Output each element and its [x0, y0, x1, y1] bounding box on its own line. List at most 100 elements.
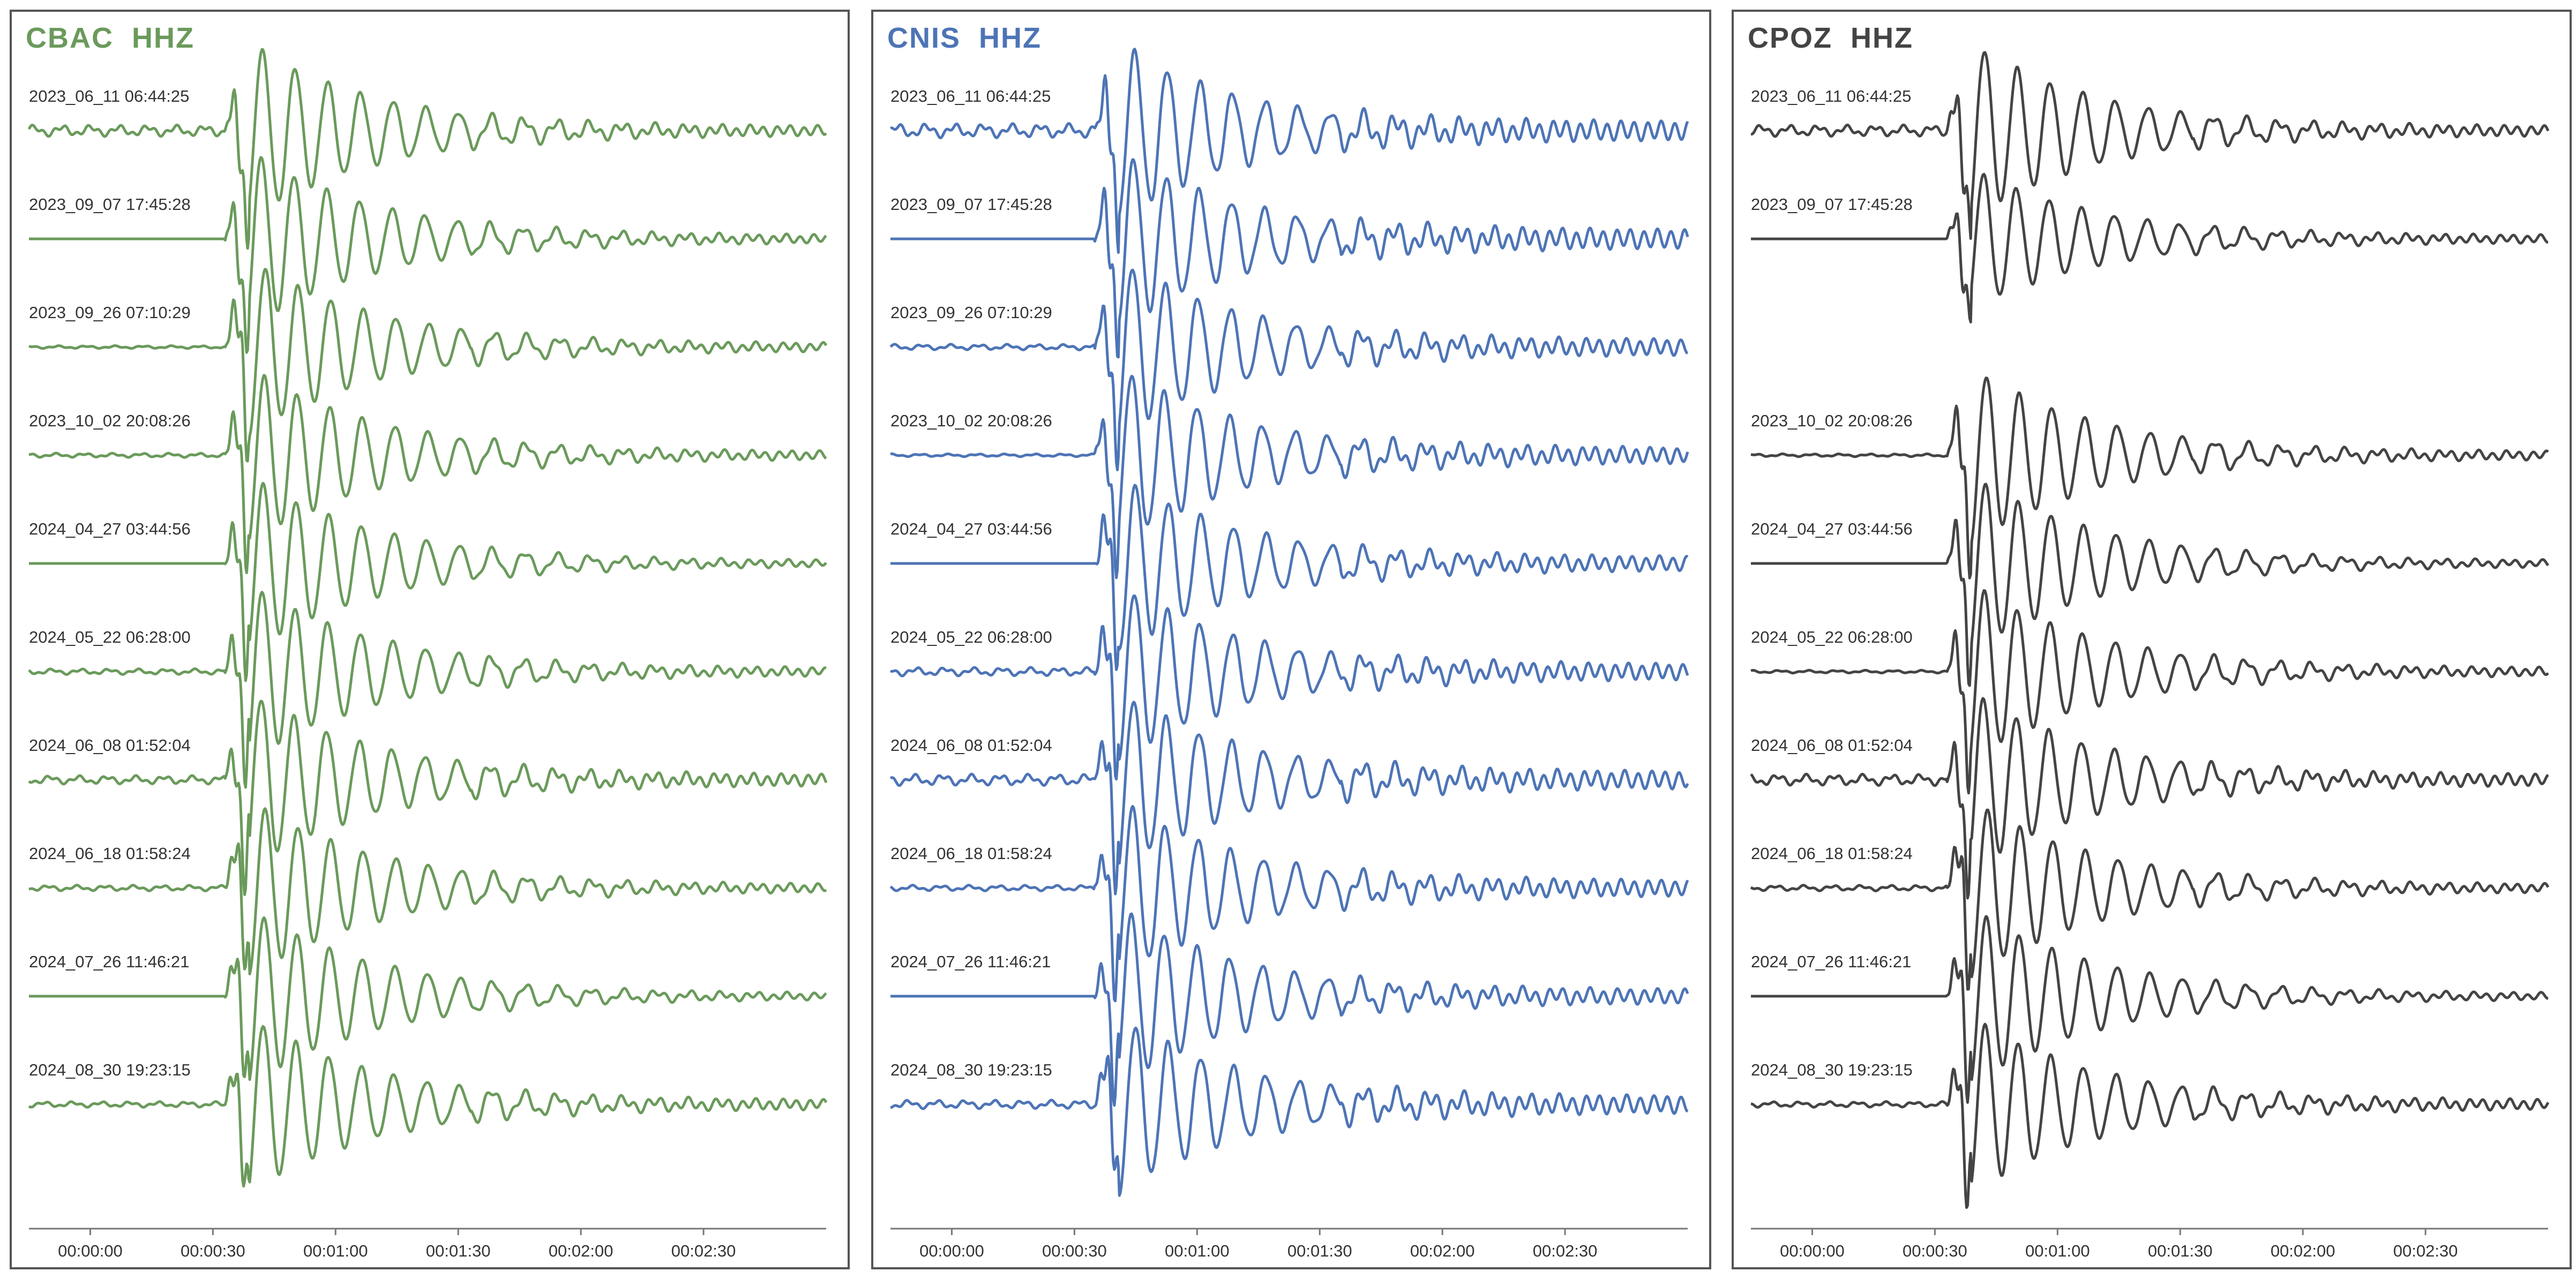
seismogram-line: [1750, 377, 2549, 580]
trace: 2024_04_27 03:44:56: [890, 484, 1689, 671]
trace-label: 2024_07_26 11:46:21: [29, 952, 189, 971]
trace: 2024_06_18 01:58:24: [28, 807, 827, 975]
x-tick-label: 00:01:30: [426, 1242, 491, 1260]
trace: 2023_09_07 17:45:28: [890, 158, 1689, 359]
trace: 2023_06_11 06:44:25: [890, 48, 1689, 254]
seismogram-line: [890, 158, 1689, 359]
seismogram-line: [28, 156, 827, 354]
trace-label: 2024_04_27 03:44:56: [890, 520, 1052, 538]
trace: 2024_04_27 03:44:56: [28, 481, 827, 682]
x-tick-label: 00:01:00: [1165, 1242, 1230, 1260]
seismogram-line: [28, 591, 827, 789]
trace: 2024_04_27 03:44:56: [1750, 483, 2549, 687]
seismogram-line: [28, 481, 827, 682]
trace-label: 2023_06_11 06:44:25: [1751, 87, 1911, 106]
seismogram-line: [890, 374, 1689, 580]
trace: 2024_06_18 01:58:24: [1750, 808, 2550, 991]
trace: 2023_09_07 17:45:28: [1750, 172, 2549, 323]
seismogram-line: [890, 484, 1689, 671]
x-tick-label: 00:02:30: [1533, 1242, 1598, 1260]
trace: 2024_06_08 01:52:04: [889, 701, 1689, 896]
trace: 2023_10_02 20:08:26: [1750, 377, 2549, 580]
trace: 2024_05_22 06:28:00: [28, 591, 827, 789]
x-tick-label: 00:00:00: [919, 1242, 984, 1260]
seismogram-line: [28, 1025, 828, 1188]
trace-label: 2023_10_02 20:08:26: [1751, 411, 1913, 430]
trace-label: 2023_06_11 06:44:25: [29, 87, 189, 106]
x-tick-label: 00:00:30: [181, 1242, 245, 1260]
x-tick-label: 00:00:00: [58, 1242, 123, 1260]
seismogram-line: [1750, 172, 2549, 323]
trace-label: 2023_09_07 17:45:28: [890, 195, 1052, 214]
trace-label: 2024_06_08 01:52:04: [29, 736, 191, 755]
trace-label: 2024_08_30 19:23:15: [1751, 1060, 1913, 1079]
seismogram-line: [1750, 808, 2550, 991]
trace-label: 2024_06_18 01:58:24: [29, 844, 191, 863]
trace-label: 2023_09_07 17:45:28: [1751, 195, 1913, 214]
waveform-plot: 2023_06_11 06:44:25 2023_09_07 17:45:28 20…: [1750, 51, 2550, 1260]
panel-title: CNIS HHZ: [887, 22, 1042, 54]
trace: 2024_05_22 06:28:00: [1750, 589, 2549, 795]
seismogram-line: [1750, 51, 2550, 240]
trace-label: 2023_06_11 06:44:25: [890, 87, 1051, 106]
trace: 2024_05_22 06:28:00: [890, 595, 1689, 781]
waveform-plot: 2023_06_11 06:44:25 2023_09_07 17:45:28 20…: [889, 48, 1689, 1260]
x-tick-label: 00:01:00: [303, 1242, 368, 1260]
seismogram-line: [889, 804, 1689, 1003]
x-tick-label: 00:02:30: [2393, 1242, 2458, 1260]
trace: 2024_07_26 11:46:21: [1750, 915, 2549, 1104]
x-tick-label: 00:02:00: [1410, 1242, 1475, 1260]
x-tick-label: 00:01:30: [1287, 1242, 1352, 1260]
seismogram-line: [28, 374, 827, 574]
seismogram-line: [28, 268, 828, 463]
x-tick-label: 00:01:00: [2025, 1242, 2090, 1260]
trace: 2024_06_08 01:52:04: [1750, 697, 2549, 900]
x-tick-label: 00:02:30: [671, 1242, 736, 1260]
seismogram-line: [890, 912, 1689, 1107]
trace-label: 2023_09_07 17:45:28: [29, 195, 191, 214]
trace-label: 2024_08_30 19:23:15: [29, 1060, 191, 1079]
trace: 2023_06_11 06:44:25: [27, 48, 827, 250]
x-tick-label: 00:00:30: [1042, 1242, 1107, 1260]
x-tick-label: 00:02:00: [549, 1242, 613, 1260]
trace-label: 2024_04_27 03:44:56: [1751, 520, 1913, 538]
trace: 2024_08_30 19:23:15: [890, 1026, 1689, 1197]
trace: 2024_07_26 11:46:21: [890, 912, 1689, 1107]
panel-title: CPOZ HHZ: [1748, 22, 1913, 54]
trace-label: 2024_06_18 01:58:24: [1751, 844, 1913, 863]
trace: 2024_07_26 11:46:21: [28, 916, 827, 1081]
trace: 2023_09_26 07:10:29: [889, 268, 1688, 471]
seismogram-line: [28, 699, 828, 896]
seismogram-line: [1750, 697, 2549, 900]
trace-label: 2023_09_26 07:10:29: [29, 303, 191, 322]
trace: 2024_08_30 19:23:15: [1750, 1022, 2550, 1209]
seismogram-line: [1750, 915, 2549, 1104]
seismogram-line: [1750, 483, 2549, 687]
trace: 2023_10_02 20:08:26: [28, 374, 827, 574]
seismogram-line: [889, 268, 1688, 471]
seismogram-line: [890, 1026, 1689, 1197]
seismogram-line: [890, 48, 1689, 254]
trace: 2023_09_26 07:10:29: [28, 268, 828, 463]
station-panel-cpoz: CPOZ HHZ 2023_06_11 06:44:25 2023_09_07 1…: [1732, 10, 2572, 1269]
x-tick-label: 00:00:00: [1780, 1242, 1845, 1260]
trace-label: 2024_07_26 11:46:21: [890, 952, 1051, 971]
trace: 2024_06_08 01:52:04: [28, 699, 828, 896]
trace-label: 2024_05_22 06:28:00: [29, 628, 191, 646]
trace-label: 2024_06_18 01:58:24: [890, 844, 1052, 863]
trace: 2023_09_07 17:45:28: [28, 156, 827, 354]
waveform-plot: 2023_06_11 06:44:25 2023_09_07 17:45:28 20…: [27, 48, 828, 1260]
trace-label: 2024_04_27 03:44:56: [29, 520, 191, 538]
trace-label: 2024_06_08 01:52:04: [890, 736, 1052, 755]
trace-label: 2024_05_22 06:28:00: [890, 628, 1052, 646]
trace-label: 2023_10_02 20:08:26: [890, 411, 1052, 430]
seismogram-line: [889, 701, 1689, 896]
trace-label: 2024_07_26 11:46:21: [1751, 952, 1911, 971]
trace-label: 2024_08_30 19:23:15: [890, 1060, 1052, 1079]
seismogram-line: [890, 595, 1689, 781]
seismogram-line: [27, 48, 827, 250]
trace-label: 2024_05_22 06:28:00: [1751, 628, 1913, 646]
trace: 2023_10_02 20:08:26: [890, 374, 1689, 580]
trace: 2023_06_11 06:44:25: [1750, 51, 2550, 240]
trace: 2024_08_30 19:23:15: [28, 1025, 828, 1188]
